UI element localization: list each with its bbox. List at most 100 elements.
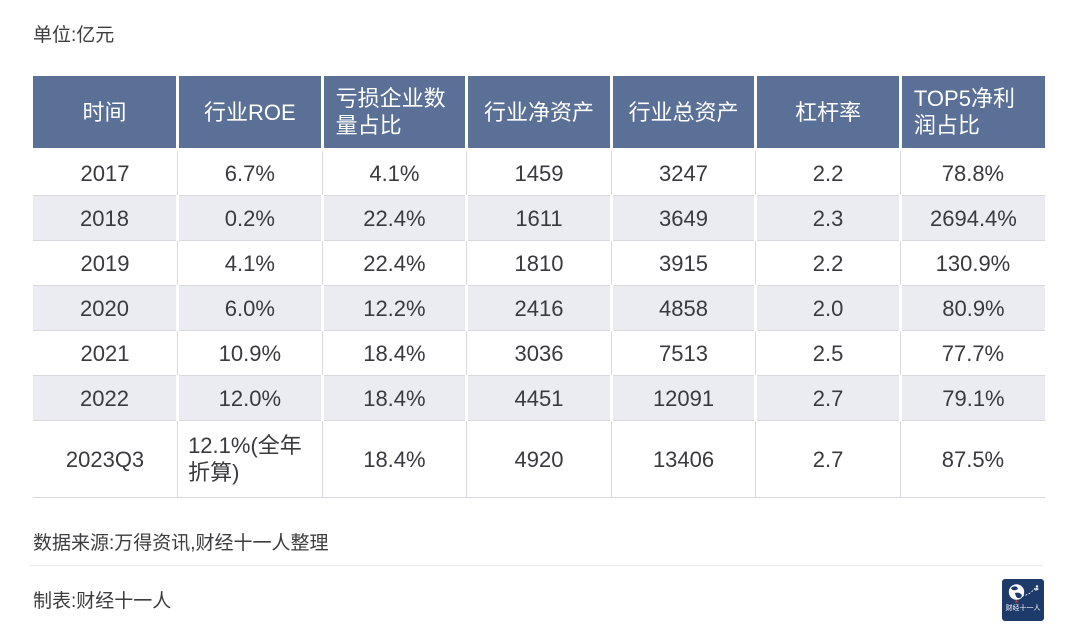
column-header-label: 杠杆率 xyxy=(795,99,862,125)
table-cell: 3649 xyxy=(611,195,758,241)
table-cell: 2020 xyxy=(33,285,180,331)
table-cell: 12091 xyxy=(611,375,758,421)
table-row: 2020 6.0% 12.2% 2416 4858 2.0 80.9% xyxy=(33,285,1045,331)
table-cell-value: 7513 xyxy=(659,340,708,366)
table-cell-value: 87.5% xyxy=(941,446,1005,472)
table-cell: 87.5% xyxy=(900,420,1045,498)
table-cell-value: 1459 xyxy=(514,160,564,186)
table-cell-value: 12091 xyxy=(652,385,715,411)
table-row: 2021 10.9% 18.4% 3036 7513 2.5 77.7% xyxy=(33,330,1045,376)
table-cell: 2018 xyxy=(33,195,180,241)
globe-icon xyxy=(1008,583,1025,601)
table-cell-value: 1611 xyxy=(515,205,563,231)
table-cell: 12.1%(全年折算) xyxy=(177,420,323,498)
table-cell-value: 2018 xyxy=(80,205,129,231)
table-cell: 2.5 xyxy=(755,330,901,376)
table-cell-value: 2022 xyxy=(80,385,129,411)
table-cell-value: 18.4% xyxy=(363,385,426,411)
table-cell: 78.8% xyxy=(900,149,1045,196)
table-cell: 130.9% xyxy=(900,240,1045,286)
table-row: 2019 4.1% 22.4% 1810 3915 2.2 130.9% xyxy=(33,240,1045,286)
table-cell: 2019 xyxy=(33,240,179,286)
table-cell: 0.2% xyxy=(177,195,324,241)
table-cell-value: 18.4% xyxy=(363,340,426,366)
table-cell: 2.3 xyxy=(755,195,902,241)
table-cell-value: 12.1%(全年折算) xyxy=(188,433,302,485)
column-header: 杠杆率 xyxy=(755,76,902,151)
table-cell-value: 4.1% xyxy=(224,250,275,276)
table-cell: 2.7 xyxy=(755,420,901,498)
column-header-label: 行业总资产 xyxy=(628,99,739,125)
credit-note: 制表:财经十一人 xyxy=(33,591,172,612)
table-body: 2017 6.7% 4.1% 1459 3247 2.2 78.8% 2018 0.2% 22.4… xyxy=(33,149,1045,498)
table-cell: 18.4% xyxy=(322,330,468,376)
header-row: 时间 行业ROE 亏损企业数量占比 行业净资产 行业总资产 杠杆率 TOP5净利润占比 xyxy=(33,76,1045,151)
table-cell-value: 2.7 xyxy=(812,446,844,472)
table-cell-value: 80.9% xyxy=(942,295,1005,321)
table-cell: 1611 xyxy=(466,195,613,241)
table-row: 2023Q3 12.1%(全年折算) 18.4% 4920 13406 2.7 87.5% xyxy=(33,420,1045,498)
table-row: 2018 0.2% 22.4% 1611 3649 2.3 2694.4% xyxy=(33,195,1045,241)
table-cell-value: 1810 xyxy=(514,250,564,276)
table-cell-value: 6.7% xyxy=(224,160,275,186)
table-cell-value: 12.2% xyxy=(363,295,426,321)
table-cell-value: 10.9% xyxy=(218,340,282,366)
table-cell-value: 12.0% xyxy=(218,385,282,411)
column-header: 时间 xyxy=(33,76,180,151)
table-cell-value: 77.7% xyxy=(941,340,1005,366)
table-cell: 2017 xyxy=(33,149,179,196)
table-cell-value: 4.1% xyxy=(369,160,420,186)
data-table: 时间 行业ROE 亏损企业数量占比 行业净资产 行业总资产 杠杆率 TOP5净利润占比 20… xyxy=(33,76,1045,498)
table-cell: 79.1% xyxy=(900,375,1045,421)
table-cell-value: 2017 xyxy=(80,160,130,186)
flight-path-icon xyxy=(1021,587,1036,597)
table-cell: 6.7% xyxy=(177,149,323,196)
table-cell-value: 79.1% xyxy=(942,385,1005,411)
table-cell: 4.1% xyxy=(177,240,323,286)
table-cell: 6.0% xyxy=(177,285,324,331)
table-cell: 77.7% xyxy=(900,330,1045,376)
table-cell: 2.0 xyxy=(755,285,902,331)
table-cell-value: 2021 xyxy=(80,340,130,366)
table-cell-value: 2416 xyxy=(514,295,564,321)
table-cell-value: 2.3 xyxy=(812,205,844,231)
table-cell: 13406 xyxy=(611,420,757,498)
column-header-label: 时间 xyxy=(82,99,127,125)
table-cell: 12.2% xyxy=(322,285,469,331)
table-row: 2017 6.7% 4.1% 1459 3247 2.2 78.8% xyxy=(33,149,1045,196)
table-cell: 18.4% xyxy=(322,420,468,498)
logo-red-dot xyxy=(1015,600,1018,603)
table-cell-value: 13406 xyxy=(652,446,715,472)
table-cell: 22.4% xyxy=(322,240,468,286)
table-cell: 7513 xyxy=(611,330,757,376)
publisher-logo: 财经十一人 xyxy=(1002,579,1044,621)
table-cell-value: 2.2 xyxy=(812,250,844,276)
table-cell: 1810 xyxy=(466,240,612,286)
table-cell-value: 3247 xyxy=(659,160,708,186)
column-header-label: 行业净资产 xyxy=(483,99,594,125)
unit-label: 单位:亿元 xyxy=(33,25,115,46)
column-header-label: TOP5净利润占比 xyxy=(913,86,1015,138)
column-header: TOP5净利润占比 xyxy=(900,76,1045,151)
table-cell: 2023Q3 xyxy=(33,420,179,498)
table-cell: 2694.4% xyxy=(900,195,1045,241)
table-cell: 1459 xyxy=(466,149,612,196)
table-cell-value: 130.9% xyxy=(935,250,1011,276)
table-cell-value: 2694.4% xyxy=(930,205,1017,231)
table-cell-value: 22.4% xyxy=(363,250,426,276)
table-cell-value: 2019 xyxy=(80,250,130,276)
table-cell: 4920 xyxy=(466,420,612,498)
table-cell: 4451 xyxy=(466,375,613,421)
table-cell-value: 6.0% xyxy=(224,295,275,321)
footer-divider xyxy=(30,565,1043,566)
table-header: 时间 行业ROE 亏损企业数量占比 行业净资产 行业总资产 杠杆率 TOP5净利润占比 xyxy=(33,76,1045,151)
table-row: 2022 12.0% 18.4% 4451 12091 2.7 79.1% xyxy=(33,375,1045,421)
table-cell: 2.7 xyxy=(755,375,902,421)
table-cell: 2416 xyxy=(466,285,613,331)
table-cell: 3915 xyxy=(611,240,757,286)
table-cell: 4.1% xyxy=(322,149,468,196)
table-cell-value: 4858 xyxy=(659,295,708,321)
table-cell-value: 2.0 xyxy=(812,295,844,321)
table-cell-value: 4920 xyxy=(514,446,564,472)
